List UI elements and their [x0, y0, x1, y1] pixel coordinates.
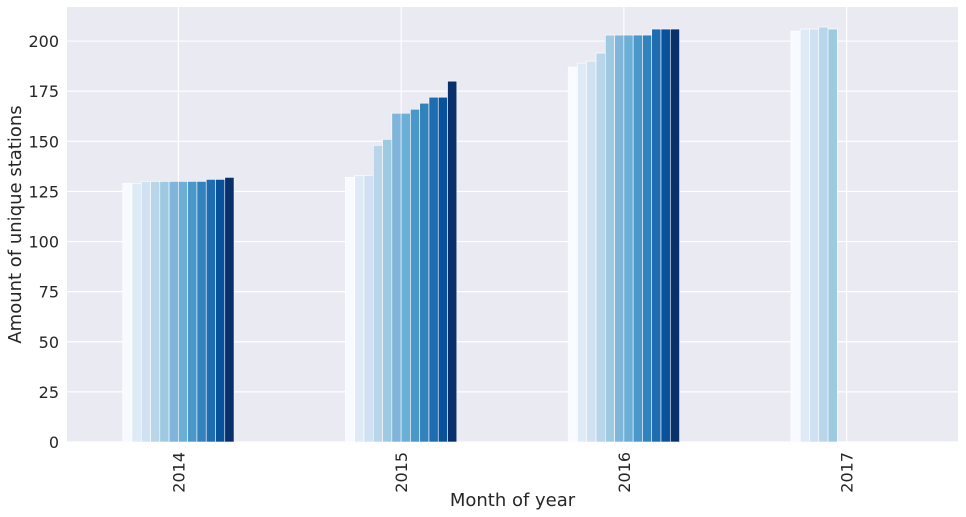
bar	[400, 112, 411, 443]
bar	[595, 52, 606, 443]
bar	[660, 28, 671, 443]
bar	[605, 34, 615, 443]
bar	[410, 108, 420, 443]
bar	[632, 34, 643, 443]
bar	[437, 96, 448, 443]
y-tick-label: 175	[28, 82, 59, 101]
bar	[827, 28, 838, 443]
bar	[651, 28, 662, 443]
bar	[809, 28, 820, 443]
bar	[363, 175, 374, 443]
bar	[428, 96, 439, 443]
bar	[623, 34, 634, 443]
bar	[790, 30, 801, 443]
y-tick-label: 100	[28, 233, 59, 252]
bar	[586, 60, 597, 443]
y-tick-label: 75	[39, 283, 59, 302]
x-axis-ticks: 2014 2015 2016 2017	[169, 452, 856, 493]
x-tick-label: 2017	[838, 452, 857, 493]
bar	[215, 179, 226, 443]
bar	[642, 34, 653, 443]
bar	[567, 66, 578, 443]
bar	[372, 145, 383, 443]
bar	[140, 181, 151, 443]
bar	[168, 181, 179, 443]
y-tick-label: 125	[28, 182, 59, 201]
bar	[224, 177, 235, 443]
bars	[122, 26, 838, 443]
bar	[205, 179, 216, 443]
bar	[577, 62, 588, 443]
x-tick-label: 2014	[169, 452, 188, 493]
bar	[159, 181, 170, 443]
bar	[419, 102, 430, 443]
bar	[818, 26, 829, 443]
x-tick-label: 2016	[615, 452, 634, 493]
y-axis-label: Amount of unique stations	[5, 105, 26, 343]
bar	[391, 112, 402, 443]
y-tick-label: 200	[28, 32, 59, 51]
bar	[150, 181, 161, 443]
bar	[187, 181, 198, 443]
bar	[614, 34, 625, 443]
bar	[354, 175, 365, 443]
bar	[122, 183, 133, 443]
bar	[345, 177, 356, 443]
bar	[447, 80, 458, 443]
y-tick-label: 50	[39, 333, 59, 352]
bar	[178, 181, 188, 443]
bar	[131, 183, 142, 443]
x-tick-label: 2015	[392, 452, 411, 493]
bar	[382, 139, 393, 443]
bar	[669, 28, 680, 443]
y-axis-ticks: 0 25 50 75 100 125 150 175 200	[28, 32, 59, 452]
y-tick-label: 0	[49, 433, 59, 452]
y-tick-label: 150	[28, 132, 59, 151]
bar	[196, 181, 207, 443]
y-tick-label: 25	[39, 383, 59, 402]
x-axis-label: Month of year	[450, 490, 576, 511]
bar	[799, 28, 810, 443]
